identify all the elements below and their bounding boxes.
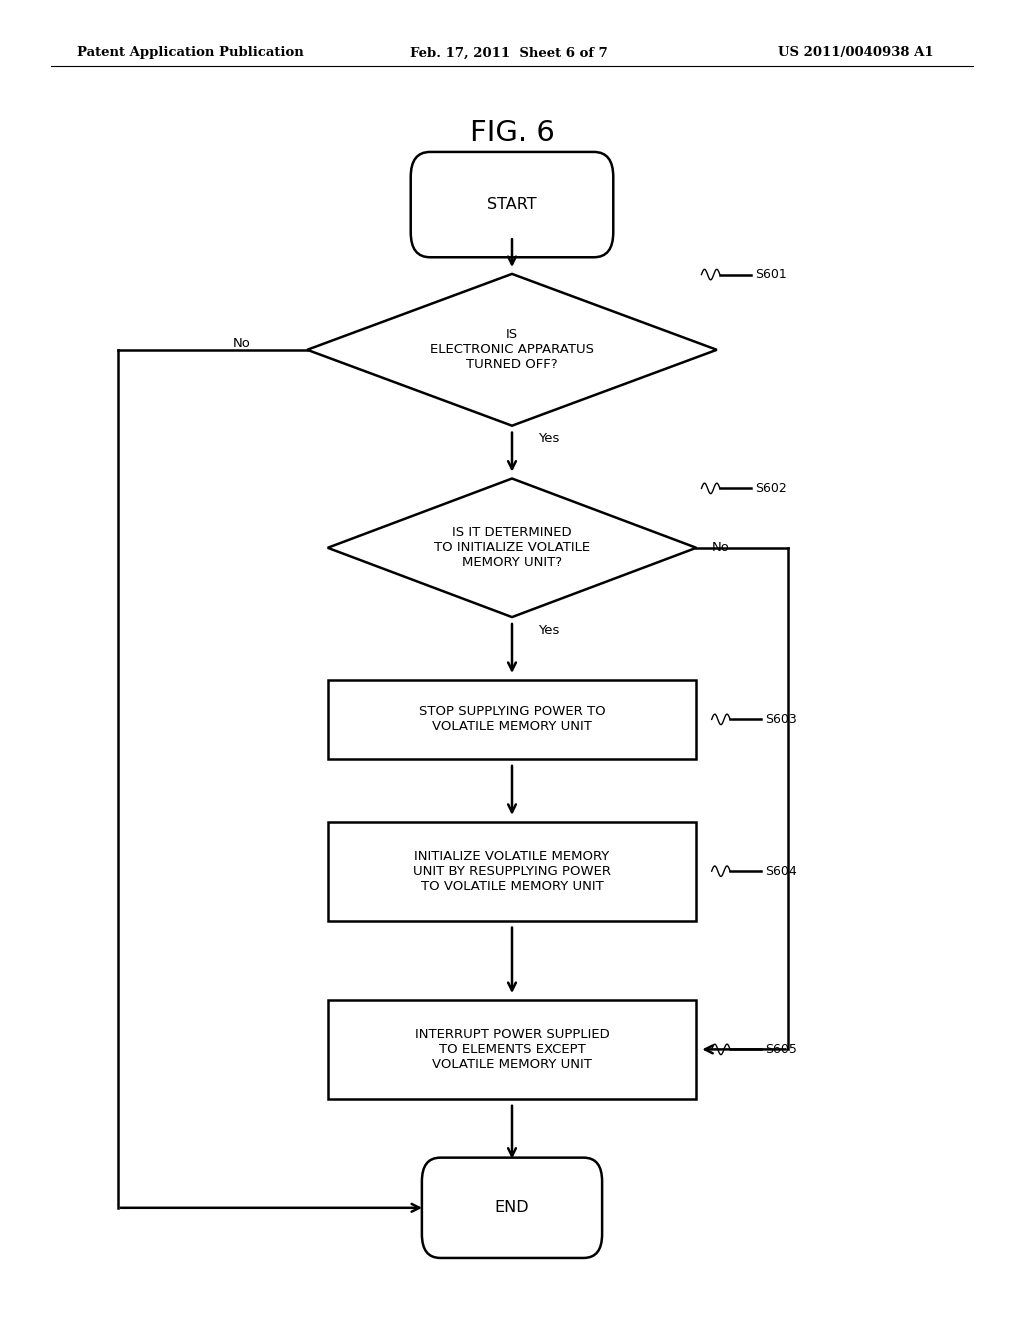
FancyBboxPatch shape: [411, 152, 613, 257]
Text: FIG. 6: FIG. 6: [470, 119, 554, 147]
Text: No: No: [712, 541, 729, 554]
Bar: [328, 821, 696, 921]
Text: INTERRUPT POWER SUPPLIED
TO ELEMENTS EXCEPT
VOLATILE MEMORY UNIT: INTERRUPT POWER SUPPLIED TO ELEMENTS EXC…: [415, 1028, 609, 1071]
Text: No: No: [233, 337, 251, 350]
Text: Yes: Yes: [538, 433, 559, 445]
Text: S602: S602: [755, 482, 786, 495]
Text: END: END: [495, 1200, 529, 1216]
Text: STOP SUPPLYING POWER TO
VOLATILE MEMORY UNIT: STOP SUPPLYING POWER TO VOLATILE MEMORY …: [419, 705, 605, 734]
Bar: [328, 1001, 696, 1098]
Text: Patent Application Publication: Patent Application Publication: [77, 46, 303, 59]
FancyBboxPatch shape: [422, 1158, 602, 1258]
Text: START: START: [487, 197, 537, 213]
Text: IS
ELECTRONIC APPARATUS
TURNED OFF?: IS ELECTRONIC APPARATUS TURNED OFF?: [430, 329, 594, 371]
Text: US 2011/0040938 A1: US 2011/0040938 A1: [778, 46, 934, 59]
Text: Feb. 17, 2011  Sheet 6 of 7: Feb. 17, 2011 Sheet 6 of 7: [410, 46, 607, 59]
Polygon shape: [307, 275, 717, 425]
Text: Yes: Yes: [538, 624, 559, 636]
Text: IS IT DETERMINED
TO INITIALIZE VOLATILE
MEMORY UNIT?: IS IT DETERMINED TO INITIALIZE VOLATILE …: [434, 527, 590, 569]
Text: S601: S601: [755, 268, 786, 281]
Text: INITIALIZE VOLATILE MEMORY
UNIT BY RESUPPLYING POWER
TO VOLATILE MEMORY UNIT: INITIALIZE VOLATILE MEMORY UNIT BY RESUP…: [413, 850, 611, 892]
Text: S603: S603: [765, 713, 797, 726]
Polygon shape: [328, 479, 696, 618]
Text: S604: S604: [765, 865, 797, 878]
Text: S605: S605: [765, 1043, 797, 1056]
Bar: [328, 680, 696, 759]
